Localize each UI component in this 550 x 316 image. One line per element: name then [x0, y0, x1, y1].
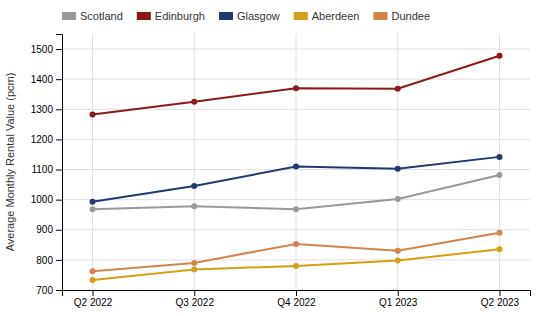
point — [496, 154, 502, 160]
legend-item: Scotland — [62, 10, 123, 22]
x-tick: Q1 2023 — [379, 290, 418, 308]
legend: Scotland Edinburgh Glasgow Aberdeen Dundee — [62, 10, 430, 22]
series-line — [93, 56, 500, 115]
y-tick: 1200 — [31, 134, 62, 145]
point — [90, 206, 96, 212]
tick-label: Q2 2022 — [74, 297, 113, 308]
y-tick: 800 — [36, 255, 62, 266]
y-tick: 1000 — [31, 194, 62, 205]
plot: Q2 2022 Q3 2022 Q4 2022 Q1 2023 Q2 2023 700 80… — [31, 34, 531, 308]
tick-label: Q2 2023 — [481, 297, 520, 308]
point — [90, 199, 96, 205]
tick-mark — [56, 109, 62, 110]
tick-label: 1200 — [31, 134, 54, 145]
x-tick: Q2 2023 — [481, 290, 520, 308]
grid-line — [92, 34, 93, 290]
series-line — [93, 233, 500, 272]
tick-mark — [56, 290, 62, 291]
legend-swatch — [373, 12, 387, 20]
tick-label: 1500 — [31, 44, 54, 55]
point — [395, 196, 401, 202]
y-tick: 1300 — [31, 104, 62, 115]
x-tick: Q4 2022 — [277, 290, 316, 308]
point — [191, 203, 197, 209]
point — [90, 277, 96, 283]
tick-label: Q1 2023 — [379, 297, 418, 308]
point — [191, 99, 197, 105]
tick-label: 800 — [36, 255, 53, 266]
y-tick: 900 — [36, 224, 62, 235]
point — [293, 206, 299, 212]
point — [293, 241, 299, 247]
legend-label: Aberdeen — [312, 10, 360, 22]
tick-label: 1100 — [31, 164, 53, 175]
y-tick: 1500 — [31, 44, 62, 55]
point — [496, 53, 502, 59]
point — [496, 230, 502, 236]
legend-swatch — [137, 12, 151, 20]
legend-item: Aberdeen — [294, 10, 360, 22]
x-tick: Q2 2022 — [74, 290, 113, 308]
point — [293, 85, 299, 91]
point — [293, 263, 299, 269]
grid — [62, 34, 530, 290]
legend-swatch — [219, 12, 233, 20]
tick-mark — [398, 290, 399, 296]
point — [496, 246, 502, 252]
y-tick: 700 — [36, 285, 62, 296]
tick-label: 900 — [36, 224, 53, 235]
tick-label: 700 — [36, 285, 53, 296]
tick-label: 1300 — [31, 104, 54, 115]
tick-mark — [56, 230, 62, 231]
chart: Q2 2022 Q3 2022 Q4 2022 Q1 2023 Q2 2023 700 80… — [0, 0, 550, 316]
tick-mark — [56, 49, 62, 50]
point — [191, 260, 197, 266]
x-tick: Q3 2022 — [176, 290, 215, 308]
tick-mark — [56, 79, 62, 80]
point — [496, 172, 502, 178]
tick-mark — [56, 170, 62, 171]
tick-label: 1000 — [31, 194, 54, 205]
axis-line — [63, 291, 531, 297]
y-tick: 1100 — [31, 164, 62, 175]
y-axis: 700 800 900 1000 1100 1200 1300 1400 1500 — [31, 35, 63, 296]
point — [395, 86, 401, 92]
axis-line — [56, 35, 63, 291]
point — [395, 248, 401, 254]
point — [395, 166, 401, 172]
point — [395, 257, 401, 263]
point — [90, 111, 96, 117]
tick-mark — [194, 290, 195, 296]
tick-mark — [296, 290, 297, 296]
tick-label: 1400 — [31, 74, 54, 85]
tick-label: Q4 2022 — [277, 297, 316, 308]
series-line — [93, 249, 500, 280]
legend-swatch — [294, 12, 308, 20]
point — [293, 164, 299, 170]
series-group — [90, 53, 503, 283]
legend-item: Dundee — [373, 10, 430, 22]
legend-label: Edinburgh — [155, 10, 205, 22]
legend-label: Dundee — [391, 10, 430, 22]
legend-item: Glasgow — [219, 10, 280, 22]
point — [191, 183, 197, 189]
point — [90, 268, 96, 274]
legend-label: Scotland — [80, 10, 123, 22]
y-axis-label: Average Monthly Rental Value (pcm) — [4, 73, 16, 252]
legend-swatch — [62, 12, 76, 20]
legend-label: Glasgow — [237, 10, 280, 22]
y-tick: 1400 — [31, 74, 62, 85]
legend-item: Edinburgh — [137, 10, 205, 22]
tick-mark — [56, 200, 62, 201]
tick-label: Q3 2022 — [176, 297, 215, 308]
grid-line — [296, 34, 297, 290]
tick-mark — [56, 260, 62, 261]
tick-mark — [93, 290, 94, 296]
point — [191, 267, 197, 273]
tick-mark — [499, 290, 500, 296]
series-line — [93, 157, 500, 202]
x-axis: Q2 2022 Q3 2022 Q4 2022 Q1 2023 Q2 2023 — [63, 290, 531, 308]
tick-mark — [56, 139, 62, 140]
grid-line — [194, 34, 195, 290]
